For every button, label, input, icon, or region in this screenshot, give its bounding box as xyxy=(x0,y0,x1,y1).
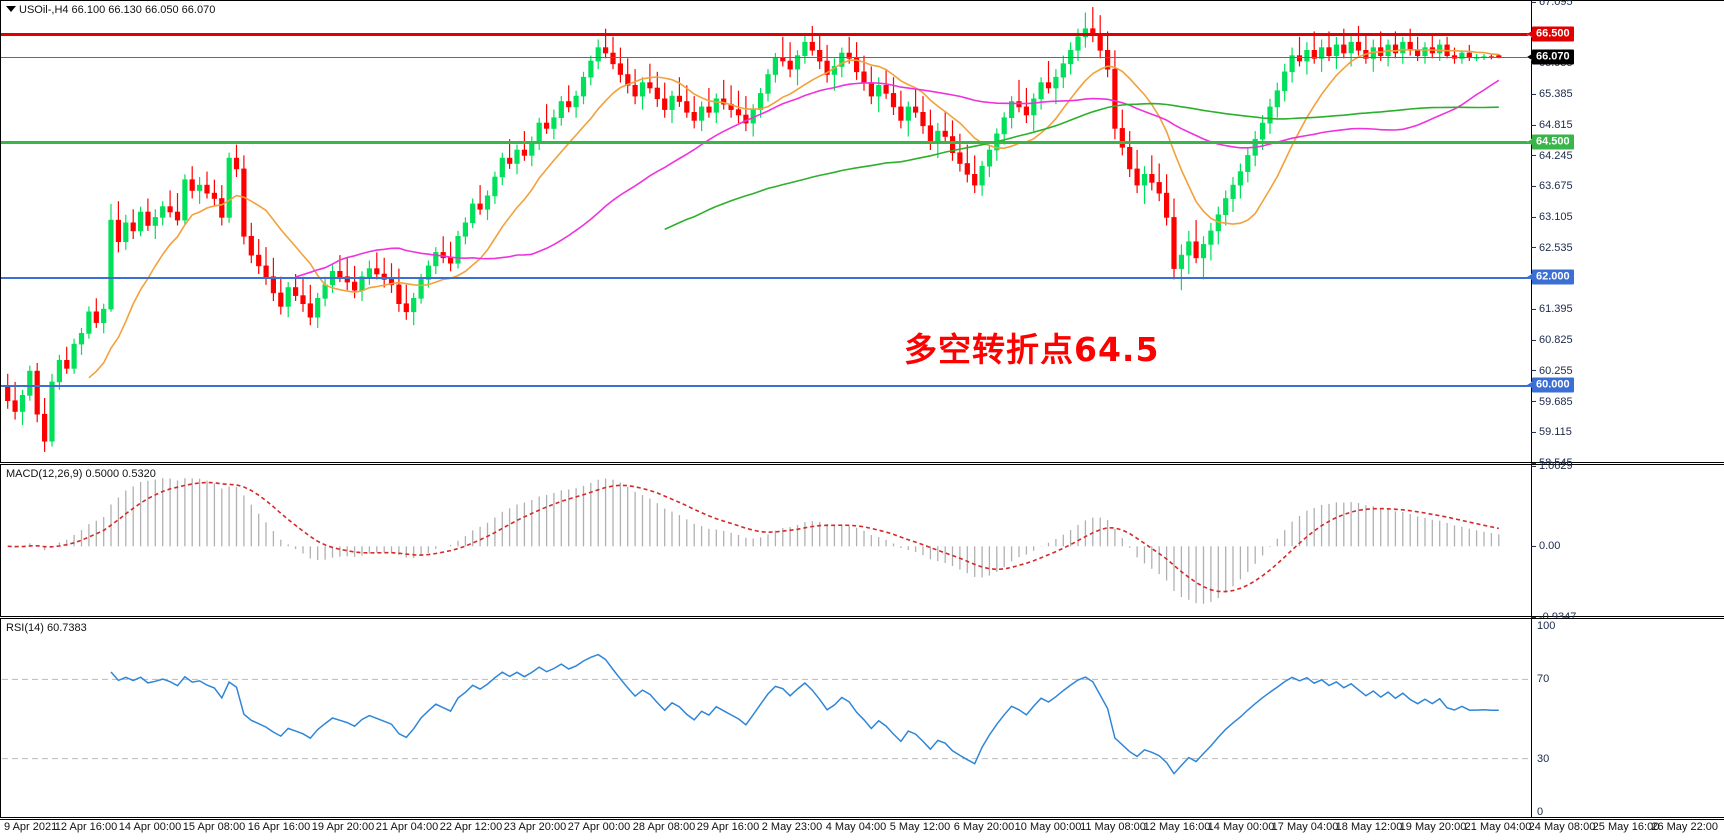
rsi-label: RSI(14) 60.7383 xyxy=(6,622,87,634)
price-tag-pointer xyxy=(1527,273,1532,280)
time-axis-label: 10 May 00:00 xyxy=(1014,821,1082,833)
price-tick: 60.255 xyxy=(1531,365,1573,377)
ma-mid-magenta xyxy=(295,79,1500,278)
rsi-tick: 100 xyxy=(1537,620,1556,633)
rsi-tick: 0 xyxy=(1537,806,1544,819)
rsi-line xyxy=(110,653,1499,775)
rsi-scale[interactable]: 100 70 30 0 xyxy=(1531,619,1724,819)
price-tick: 61.395 xyxy=(1531,303,1573,315)
price-tag-pointer xyxy=(1527,54,1532,61)
price-tick: 60.825 xyxy=(1531,334,1573,346)
rsi-axis-line xyxy=(1531,619,1532,817)
price-scale[interactable]: 67.09565.95565.38564.81564.24563.67563.1… xyxy=(1531,0,1724,469)
macd-signal-line xyxy=(7,481,1499,593)
ma-fast-orange xyxy=(88,48,1499,379)
price-chart-panel[interactable]: USOil-,H4 66.100 66.130 66.050 66.070 67… xyxy=(0,0,1724,469)
annotation-text: 多空转折点64.5 xyxy=(904,330,1160,369)
price-tick: 63.105 xyxy=(1531,211,1573,223)
price-tag-60-000[interactable]: 60.000 xyxy=(1527,377,1574,393)
time-axis-label: 21 May 04:00 xyxy=(1464,821,1532,833)
time-axis-label: 12 May 16:00 xyxy=(1143,821,1211,833)
time-axis-label: 24 May 08:00 xyxy=(1528,821,1596,833)
time-axis-label: 12 Apr 16:00 xyxy=(54,821,118,833)
rsi-plot-area[interactable] xyxy=(2,620,1530,816)
current-price-66070[interactable] xyxy=(1,57,1530,59)
macd-label: MACD(12,26,9) 0.5000 0.5320 xyxy=(6,468,156,480)
time-axis-label: 5 May 12:00 xyxy=(889,821,951,833)
time-axis-label: 2 May 23:00 xyxy=(761,821,823,833)
triangle-down-icon[interactable] xyxy=(6,6,16,12)
price-series-svg xyxy=(5,7,1502,452)
price-tag-66-070[interactable]: 66.070 xyxy=(1527,49,1574,65)
price-tick: 64.815 xyxy=(1531,119,1573,131)
price-tag-pointer xyxy=(1527,138,1532,145)
time-axis-label: 26 May 22:00 xyxy=(1651,821,1718,833)
time-axis-label: 11 May 08:00 xyxy=(1080,821,1146,833)
time-axis-label: 14 Apr 00:00 xyxy=(118,821,182,833)
macd-axis-line xyxy=(1531,465,1532,616)
time-axis-label: 27 Apr 00:00 xyxy=(567,821,631,833)
symbol-header: USOil-,H4 66.100 66.130 66.050 66.070 xyxy=(19,4,216,16)
macd-tick: 0.00 xyxy=(1531,540,1560,552)
price-tag-pointer xyxy=(1527,31,1532,38)
support-62000[interactable] xyxy=(1,276,1530,279)
price-tick: 65.385 xyxy=(1531,88,1573,100)
price-plot-area[interactable] xyxy=(2,2,1530,461)
price-tag-66-500[interactable]: 66.500 xyxy=(1527,26,1574,42)
macd-plot-area[interactable] xyxy=(2,466,1530,615)
resistance-66500[interactable] xyxy=(1,33,1530,37)
pivot-64500[interactable] xyxy=(1,140,1530,144)
price-tag-62-000[interactable]: 62.000 xyxy=(1527,269,1574,285)
price-tag-64-500[interactable]: 64.500 xyxy=(1527,134,1574,150)
time-axis-label: 22 Apr 12:00 xyxy=(439,821,503,833)
price-tick: 59.685 xyxy=(1531,395,1573,408)
time-axis-label: 14 May 00:00 xyxy=(1207,821,1275,833)
price-tick: 62.535 xyxy=(1531,242,1573,254)
time-axis-label: 6 May 20:00 xyxy=(953,821,1015,833)
rsi-series-svg xyxy=(2,653,1530,775)
rsi-tick: 30 xyxy=(1537,752,1550,765)
time-axis-label: 18 May 12:00 xyxy=(1335,821,1403,833)
macd-panel[interactable]: MACD(12,26,9) 0.5000 0.5320 1.06290.00-0… xyxy=(0,460,1724,623)
time-axis-label: 4 May 04:00 xyxy=(825,821,887,833)
rsi-panel[interactable]: RSI(14) 60.7383 100 70 30 0 xyxy=(0,618,1724,818)
time-axis-label: 15 Apr 08:00 xyxy=(182,821,246,833)
macd-series-svg xyxy=(7,478,1500,604)
time-axis[interactable]: 9 Apr 2021 12 Apr 16:00 14 Apr 00:00 15 Apr… xyxy=(0,819,1724,840)
time-axis-label: 17 May 04:00 xyxy=(1271,821,1339,833)
ma-slow-green xyxy=(664,102,1499,231)
price-axis-line xyxy=(1531,1,1532,462)
time-axis-label: 9 Apr 2021 xyxy=(4,821,58,833)
time-axis-label: 28 Apr 08:00 xyxy=(632,821,696,833)
time-axis-label: 29 Apr 16:00 xyxy=(696,821,760,833)
time-axis-label: 16 Apr 16:00 xyxy=(247,821,311,833)
price-tick: 67.095 xyxy=(1531,0,1573,8)
time-axis-label: 23 Apr 20:00 xyxy=(503,821,567,833)
price-tick: 59.115 xyxy=(1531,426,1572,438)
price-tick: 64.245 xyxy=(1531,150,1573,162)
time-axis-label: 19 May 20:00 xyxy=(1399,821,1467,833)
time-axis-label: 25 May 16:00 xyxy=(1592,821,1660,833)
rsi-tick: 70 xyxy=(1537,673,1550,686)
price-tag-pointer xyxy=(1527,381,1532,388)
time-axis-label: 21 Apr 04:00 xyxy=(375,821,439,833)
time-axis-label: 19 Apr 20:00 xyxy=(311,821,375,833)
macd-tick: 1.0629 xyxy=(1531,460,1573,472)
support-60000[interactable] xyxy=(1,384,1530,387)
price-tick: 63.675 xyxy=(1531,180,1573,192)
